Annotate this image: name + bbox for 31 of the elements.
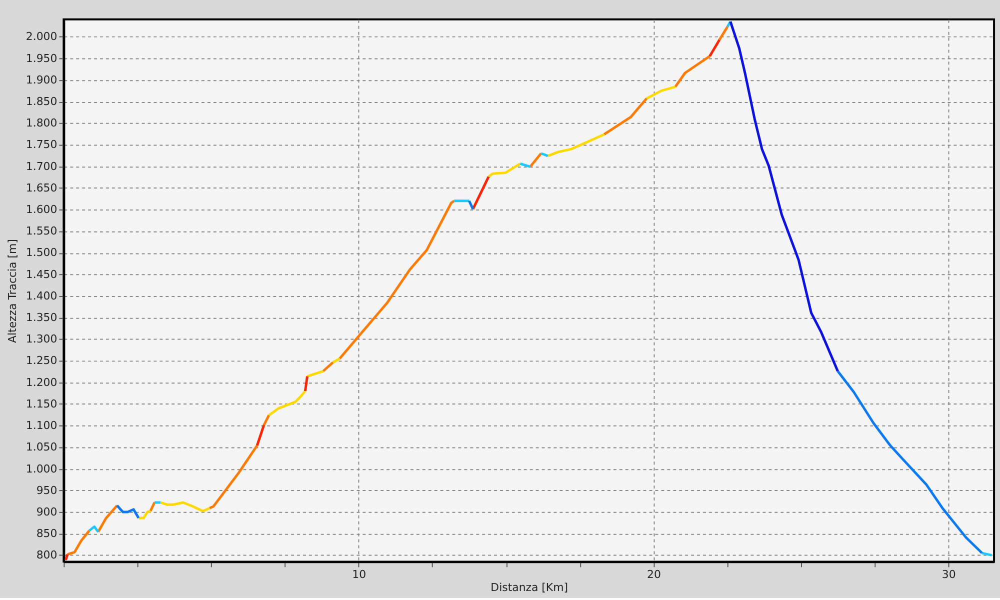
x-axis-title: Distanza [Km] (490, 581, 568, 594)
y-tick-label: 1.800 (26, 116, 58, 130)
y-tick-label: 1.950 (26, 52, 58, 65)
y-tick-label: 900 (36, 505, 58, 518)
y-tick-label: 1.050 (26, 440, 58, 454)
y-tick-label: 1.200 (26, 376, 58, 389)
x-tick-label: 20 (646, 568, 661, 582)
y-tick-label: 1.550 (26, 224, 58, 238)
y-tick-label: 1.600 (26, 203, 58, 216)
y-tick-label: 800 (36, 548, 58, 562)
y-tick-label: 1.400 (26, 289, 58, 302)
y-tick-label: 950 (36, 484, 58, 497)
y-axis-title: Altezza Traccia [m] (6, 239, 19, 343)
y-tick-label: 1.500 (26, 246, 58, 260)
y-tick-label: 1.300 (26, 332, 58, 346)
line-series (729, 20, 839, 372)
y-tick-label: 2.000 (26, 30, 58, 44)
y-tick-label: 1.650 (26, 181, 58, 194)
y-tick-label: 1.900 (26, 73, 58, 86)
y-tick-label: 850 (36, 527, 58, 540)
y-tick-label: 1.700 (26, 160, 58, 173)
y-tick-label: 1.000 (26, 462, 58, 476)
y-tick-label: 1.150 (26, 397, 58, 410)
x-tick-label: 10 (352, 568, 366, 582)
y-tick-label: 1.450 (26, 268, 58, 281)
y-tick-label: 1.250 (26, 354, 58, 368)
y-tick-label: 1.350 (26, 311, 58, 324)
y-tick-label: 1.850 (26, 94, 58, 108)
y-tick-label: 1.100 (26, 419, 58, 432)
y-tick-label: 1.750 (26, 138, 58, 152)
x-tick-label: 30 (942, 568, 956, 582)
